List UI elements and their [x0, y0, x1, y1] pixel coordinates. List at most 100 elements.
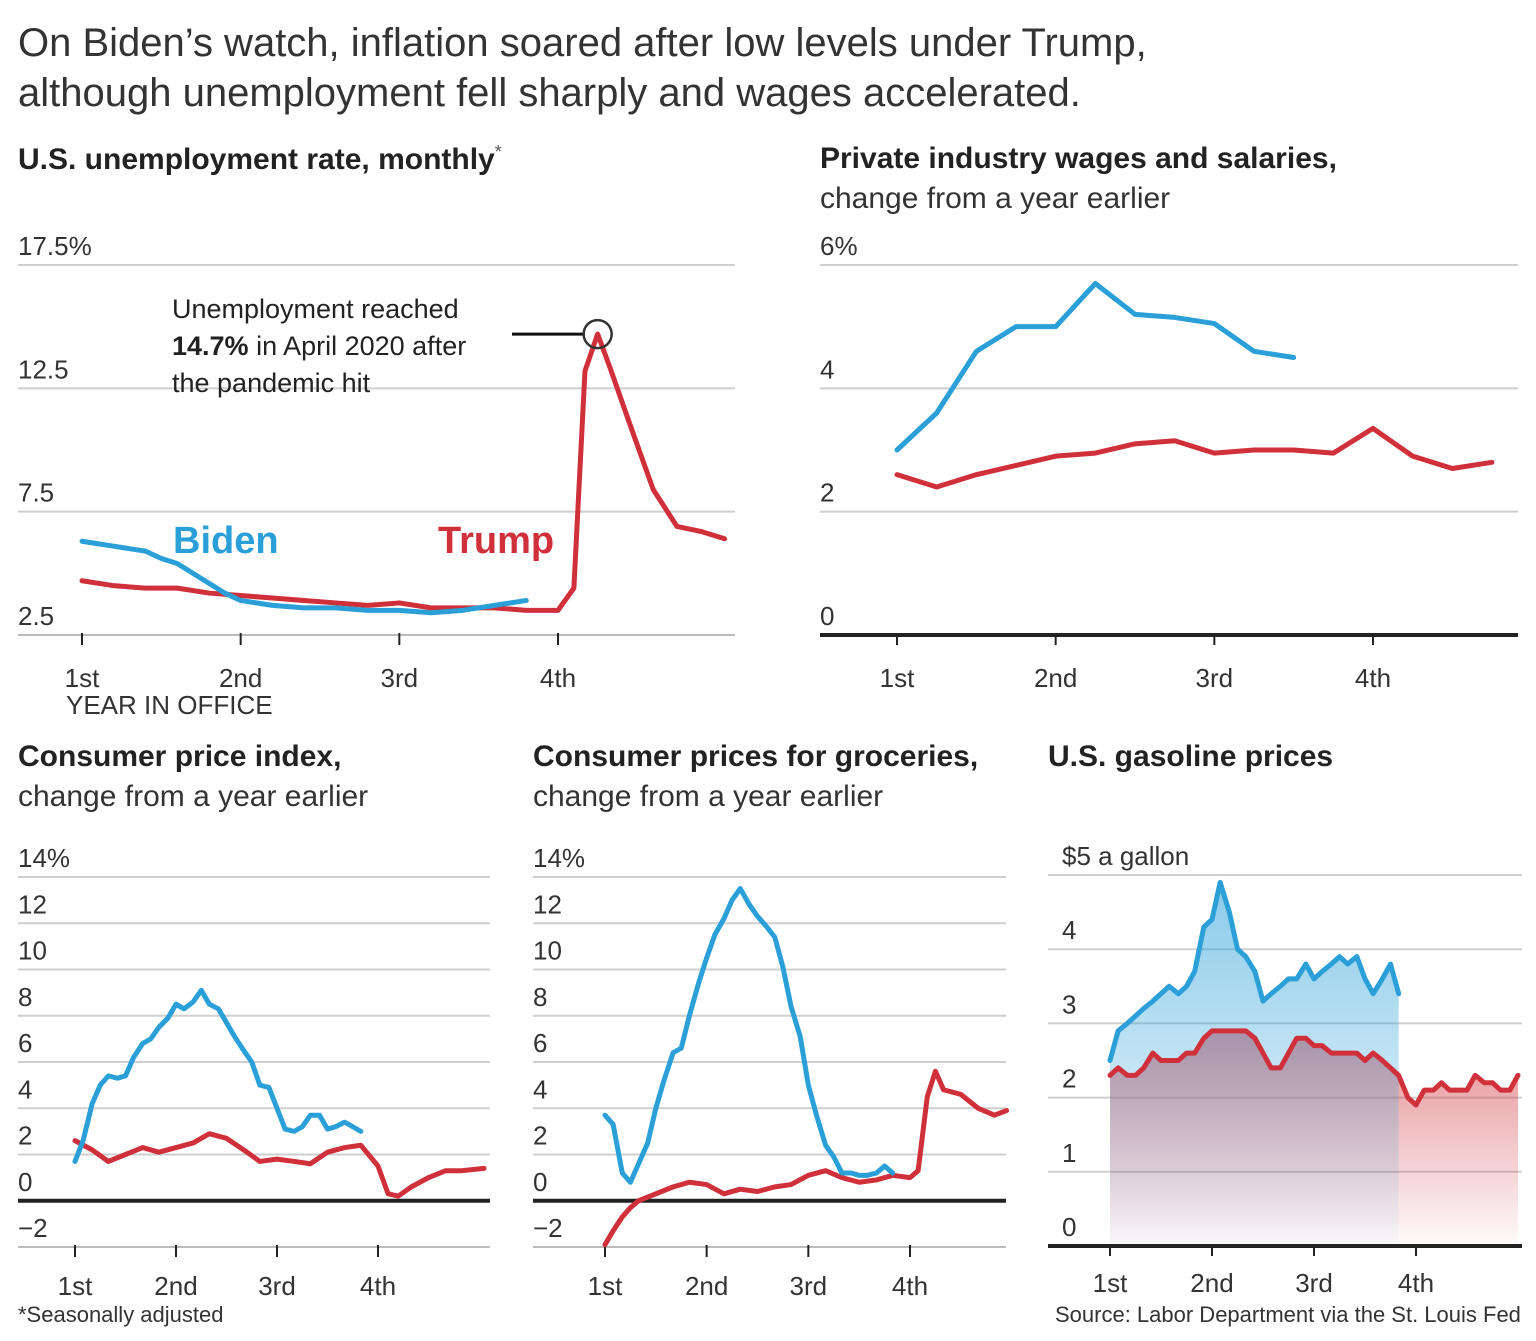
gasoline-ytick-bg [1060, 841, 1194, 871]
wages-ytick-label: 4 [820, 354, 834, 384]
cpi-ytick-bg [16, 981, 37, 1012]
annotation-line-3: the pandemic hit [172, 368, 371, 398]
unemployment-xtick-label: 3rd [381, 663, 419, 693]
unemployment-xtick-label: 2nd [219, 663, 262, 693]
gasoline-title: U.S. gasoline prices [1048, 740, 1334, 773]
groceries-xtick-label: 4th [892, 1271, 928, 1301]
wages-xtick-label: 1st [880, 663, 915, 693]
cpi-ytick-bg [16, 1120, 37, 1151]
cpi-ytick-label: −2 [18, 1213, 48, 1243]
source-note: Source: Labor Department via the St. Lou… [1055, 1302, 1521, 1327]
cpi-ytick-label: 6 [18, 1028, 32, 1058]
unemployment-xaxis-label: YEAR IN OFFICE [66, 690, 273, 720]
cpi-ytick-bg [16, 889, 51, 920]
groceries-ytick-bg [531, 981, 552, 1012]
groceries-ytick-label: 8 [533, 982, 547, 1012]
wages-ytick-label: 0 [820, 601, 834, 631]
gasoline-ytick-bg [1060, 989, 1081, 1020]
cpi-trump-line [72, 1131, 487, 1199]
groceries-ytick-label: 10 [533, 936, 562, 966]
groceries-ytick-bg [531, 935, 566, 966]
groceries-biden-line [602, 886, 896, 1185]
cpi-ytick-label: 12 [18, 889, 47, 919]
gasoline-chart: 0 1 2 3 4 $5 a gallon 1st 2nd 3rd 4th [1048, 841, 1522, 1298]
gasoline-ytick-bg [1060, 1137, 1081, 1168]
gasoline-ytick-label: 1 [1062, 1138, 1076, 1168]
gasoline-ytick-bg [1060, 1063, 1081, 1094]
cpi-xtick-label: 2nd [154, 1271, 197, 1301]
gasoline-ytick-bg [1060, 1212, 1081, 1242]
headline: On Biden’s watch, inflation soared after… [18, 18, 1518, 118]
cpi-xtick-label: 4th [360, 1271, 396, 1301]
unemployment-ytick-label: 12.5 [18, 354, 69, 384]
groceries-xtick-label: 1st [588, 1271, 623, 1301]
gasoline-biden-area [1110, 882, 1399, 1246]
groceries-ytick-label: 4 [533, 1074, 547, 1104]
groceries-trump-line [602, 1068, 1010, 1248]
unemployment-chart: 2.5 7.5 12.5 17.5% 1st 2nd 3rd 4th Unemployment … [16, 231, 735, 720]
gasoline-ytick-label: 4 [1062, 915, 1076, 945]
gasoline-xtick-label: 1st [1093, 1268, 1128, 1298]
unemployment-ytick-label: 7.5 [18, 478, 54, 508]
gasoline-ytick-label: 3 [1062, 989, 1076, 1019]
wages-xtick-label: 3rd [1196, 663, 1234, 693]
cpi-ytick-label: 0 [18, 1167, 32, 1197]
wages-ytick-bg [818, 477, 839, 508]
wages-trump-line [894, 425, 1495, 490]
annotation-line-2: 14.7% in April 2020 after [172, 331, 466, 361]
unemployment-ytick-bg [16, 477, 59, 508]
cpi-chart: −2 0 2 4 6 8 10 12 14% 1st 2nd 3rd 4th [16, 843, 490, 1301]
groceries-subtitle: change from a year earlier [533, 780, 884, 813]
cpi-ytick-label: 10 [18, 936, 47, 966]
wages-biden-line [894, 281, 1297, 453]
wages-ytick-bg [818, 231, 862, 261]
groceries-chart: −2 0 2 4 6 8 10 12 14% 1st 2nd 3rd 4th [531, 843, 1010, 1301]
cpi-ytick-label: 8 [18, 982, 32, 1012]
groceries-xtick-label: 2nd [685, 1271, 728, 1301]
groceries-ytick-bg [531, 1213, 567, 1243]
groceries-title: Consumer prices for groceries, [533, 740, 979, 773]
cpi-subtitle: change from a year earlier [18, 780, 369, 813]
groceries-ytick-bg [531, 889, 566, 920]
headline-line-1: On Biden’s watch, inflation soared after… [18, 21, 1147, 65]
gasoline-trump-line [1107, 1028, 1521, 1108]
cpi-xtick-label: 3rd [258, 1271, 296, 1301]
cpi-ytick-bg [16, 843, 75, 873]
biden-series-label: Biden [173, 520, 279, 562]
unemployment-ytick-bg [16, 354, 73, 385]
wages-subtitle: change from a year earlier [820, 182, 1171, 215]
unemployment-ytick-bg [16, 601, 59, 631]
unemployment-xtick-label: 1st [65, 663, 100, 693]
unemployment-title-asterisk: * [494, 142, 502, 162]
cpi-ytick-label: 4 [18, 1074, 32, 1104]
unemployment-title: U.S. unemployment rate, monthly* [18, 142, 502, 177]
cpi-xtick-label: 1st [58, 1271, 93, 1301]
unemployment-title-text: U.S. unemployment rate, monthly [18, 143, 495, 176]
groceries-ytick-bg [531, 1166, 552, 1197]
wages-ytick-bg [818, 354, 839, 385]
trump-series-label: Trump [438, 520, 554, 562]
groceries-ytick-label: −2 [533, 1213, 563, 1243]
cpi-ytick-bg [16, 1028, 37, 1058]
gasoline-ytick-label: 0 [1062, 1212, 1076, 1242]
groceries-ytick-label: 2 [533, 1121, 547, 1151]
gasoline-xtick-label: 3rd [1295, 1268, 1333, 1298]
cpi-biden-line [72, 987, 364, 1164]
wages-ytick-bg [818, 601, 839, 631]
groceries-ytick-bg [531, 1074, 552, 1105]
cpi-ytick-bg [16, 1213, 52, 1243]
wages-ytick-label: 2 [820, 478, 834, 508]
footnote: *Seasonally adjusted [18, 1302, 224, 1327]
wages-chart: 0 2 4 6% 1st 2nd 3rd 4th [818, 231, 1518, 693]
gasoline-ytick-label: $5 a gallon [1062, 841, 1189, 871]
groceries-ytick-bg [531, 1120, 552, 1151]
groceries-ytick-label: 12 [533, 889, 562, 919]
unemployment-ytick-bg [16, 231, 96, 261]
gasoline-xtick-label: 2nd [1190, 1268, 1233, 1298]
unemployment-xtick-label: 4th [540, 663, 576, 693]
gasoline-xtick-label: 4th [1398, 1268, 1434, 1298]
wages-xtick-label: 4th [1355, 663, 1391, 693]
unemployment-biden-line [79, 538, 529, 616]
annotation-circle [582, 318, 613, 350]
